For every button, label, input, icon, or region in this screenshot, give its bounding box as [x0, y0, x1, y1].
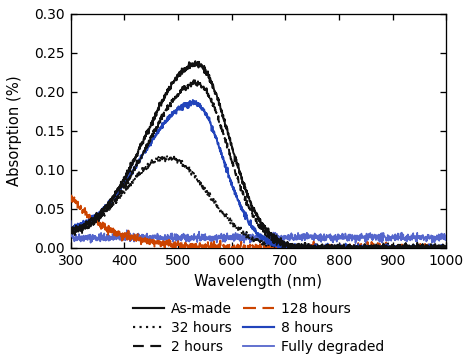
Line: As-made: As-made — [71, 61, 446, 248]
Fully degraded — [138, 242, 144, 246]
32 hours — [272, 246, 278, 250]
As-made — [198, 64, 203, 68]
Y-axis label: Absorption (%): Absorption (%) — [7, 75, 22, 186]
As-made — [265, 232, 271, 236]
2 hours — [265, 234, 271, 238]
Fully degraded — [373, 233, 379, 238]
Fully degraded — [438, 232, 444, 236]
32 hours — [164, 153, 169, 158]
128 hours — [162, 246, 168, 250]
2 hours — [191, 78, 196, 82]
Fully degraded — [443, 237, 449, 241]
2 hours — [438, 246, 444, 250]
2 hours — [198, 82, 203, 87]
Fully degraded — [198, 235, 203, 239]
Line: 8 hours: 8 hours — [71, 100, 446, 248]
128 hours — [373, 244, 379, 248]
2 hours — [242, 194, 247, 198]
128 hours — [438, 244, 444, 248]
As-made — [443, 246, 449, 250]
2 hours — [443, 245, 449, 249]
2 hours — [159, 113, 165, 117]
128 hours — [68, 193, 74, 198]
As-made — [438, 246, 444, 250]
2 hours — [286, 246, 292, 250]
32 hours — [265, 239, 271, 244]
As-made — [242, 181, 247, 185]
32 hours — [373, 246, 379, 250]
As-made — [159, 98, 165, 103]
8 hours — [159, 123, 165, 127]
Fully degraded — [265, 235, 271, 239]
128 hours — [443, 245, 449, 249]
As-made — [373, 245, 379, 249]
8 hours — [68, 226, 74, 230]
8 hours — [242, 212, 247, 217]
As-made — [193, 59, 198, 63]
X-axis label: Wavelength (nm): Wavelength (nm) — [194, 274, 322, 289]
128 hours — [68, 197, 74, 201]
As-made — [297, 246, 303, 250]
128 hours — [198, 244, 203, 249]
8 hours — [275, 246, 281, 250]
32 hours — [68, 227, 74, 231]
2 hours — [373, 245, 379, 250]
Line: 2 hours: 2 hours — [71, 80, 446, 248]
8 hours — [265, 239, 271, 243]
8 hours — [190, 98, 196, 102]
2 hours — [68, 230, 74, 235]
Fully degraded — [242, 236, 247, 240]
As-made — [68, 227, 74, 231]
8 hours — [198, 105, 203, 109]
Line: Fully degraded: Fully degraded — [71, 221, 446, 244]
128 hours — [159, 241, 165, 246]
128 hours — [242, 246, 247, 250]
32 hours — [438, 245, 444, 250]
Line: 32 hours: 32 hours — [71, 155, 446, 248]
8 hours — [443, 245, 449, 249]
Fully degraded — [68, 219, 74, 223]
8 hours — [438, 243, 444, 247]
Fully degraded — [159, 237, 165, 241]
32 hours — [242, 232, 247, 236]
32 hours — [159, 156, 165, 160]
128 hours — [265, 245, 271, 250]
Line: 128 hours: 128 hours — [71, 195, 446, 248]
32 hours — [443, 245, 449, 249]
Legend: As-made, 32 hours, 2 hours, 128 hours, 8 hours, Fully degraded: As-made, 32 hours, 2 hours, 128 hours, 8… — [127, 297, 389, 354]
32 hours — [198, 180, 203, 184]
8 hours — [373, 246, 379, 250]
